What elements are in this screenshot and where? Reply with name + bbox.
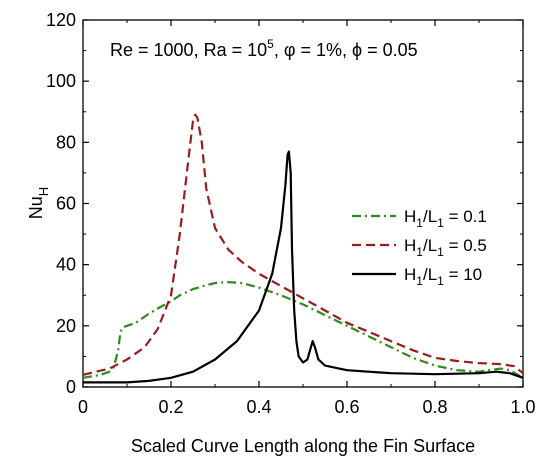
annotation-part-2: , φ = 1%, ϕ = 0.05 bbox=[274, 40, 418, 60]
series-line-1 bbox=[82, 281, 524, 379]
annotation-superscript: 5 bbox=[267, 37, 274, 51]
y-axis-title-sub: H bbox=[36, 187, 51, 196]
x-tick-label: 0.4 bbox=[246, 397, 271, 417]
x-tick-label: 0 bbox=[78, 397, 88, 417]
series-layer bbox=[82, 113, 524, 384]
legend-label-part: = 0.1 bbox=[444, 207, 487, 226]
legend: H1/L1 = 0.1H1/L1 = 0.5H1/L1 = 10 bbox=[352, 207, 487, 288]
legend-label-part: 1 bbox=[437, 245, 444, 259]
x-tick-label: 0.8 bbox=[422, 397, 447, 417]
series-line-2 bbox=[82, 113, 524, 376]
x-axis-title: Scaled Curve Length along the Fin Surfac… bbox=[131, 436, 475, 456]
legend-label-part: 1 bbox=[416, 245, 423, 259]
legend-label-part: = 0.5 bbox=[444, 236, 487, 255]
legend-label-part: = 10 bbox=[444, 265, 482, 284]
y-tick-label: 80 bbox=[56, 132, 76, 152]
y-axis-title-base: Nu bbox=[26, 196, 46, 219]
legend-label-part: 1 bbox=[416, 216, 423, 230]
y-tick-label: 0 bbox=[66, 377, 76, 397]
y-axis-title: NuH bbox=[26, 187, 51, 219]
plot-frame bbox=[82, 19, 524, 388]
legend-label-3: H1/L1 = 10 bbox=[404, 265, 482, 288]
legend-label-part: 1 bbox=[437, 274, 444, 288]
legend-label-part: H bbox=[404, 265, 416, 284]
legend-label-part: H bbox=[404, 236, 416, 255]
legend-label-part: 1 bbox=[416, 274, 423, 288]
legend-label-2: H1/L1 = 0.5 bbox=[404, 236, 487, 259]
ticks-layer: 0 0.2 0.4 0.6 0.8 1.0 0 20 40 60 80 100 120 bbox=[46, 10, 536, 417]
legend-label-1: H1/L1 = 0.1 bbox=[404, 207, 487, 230]
legend-label-part: /L bbox=[423, 265, 437, 284]
series-line-3 bbox=[83, 150, 524, 384]
y-tick-label: 20 bbox=[56, 316, 76, 336]
x-tick-label: 1.0 bbox=[510, 397, 535, 417]
legend-label-part: 1 bbox=[437, 216, 444, 230]
x-tick-label: 0.6 bbox=[334, 397, 359, 417]
annotation: Re = 1000, Ra = 105, φ = 1%, ϕ = 0.05 bbox=[110, 37, 418, 60]
y-tick-label: 120 bbox=[46, 10, 76, 30]
y-tick-label: 40 bbox=[56, 255, 76, 275]
legend-label-part: /L bbox=[423, 207, 437, 226]
x-tick-label: 0.2 bbox=[158, 397, 183, 417]
legend-label-part: /L bbox=[423, 236, 437, 255]
y-tick-label: 100 bbox=[46, 71, 76, 91]
annotation-part-1: Re = 1000, Ra = 10 bbox=[110, 40, 267, 60]
legend-label-part: H bbox=[404, 207, 416, 226]
y-tick-label: 60 bbox=[56, 194, 76, 214]
